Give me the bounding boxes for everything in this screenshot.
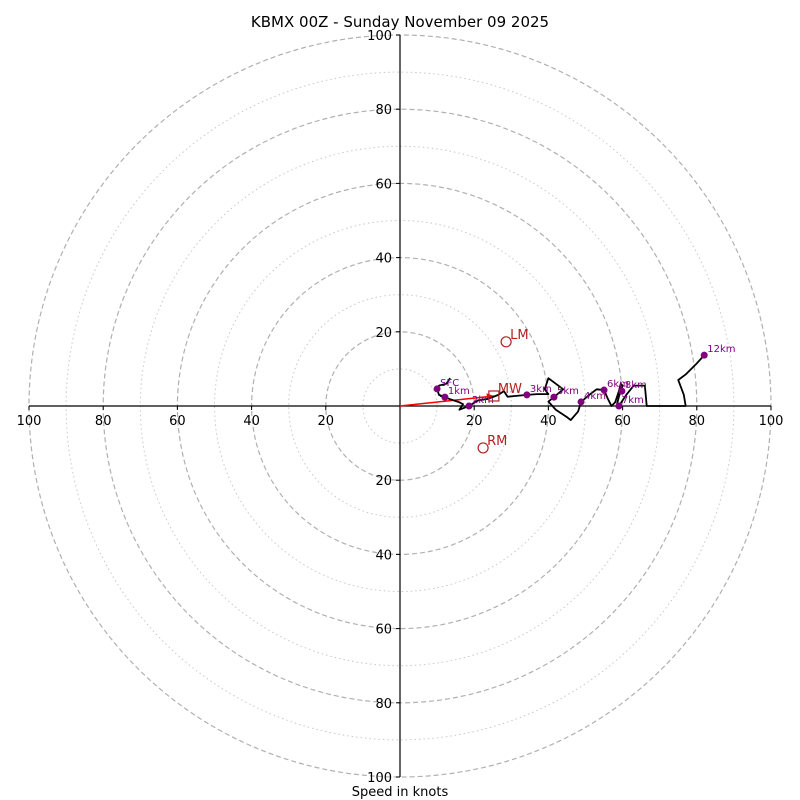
height-marker-label: 6km [607, 379, 629, 390]
storm-motion-marker [488, 390, 500, 402]
height-marker-label: 12km [707, 344, 735, 355]
storm-motion-label: MW [498, 382, 522, 397]
hodograph-trace [436, 354, 705, 421]
height-marker-5km: 5km [550, 386, 579, 401]
height-marker-dot [523, 391, 531, 399]
storm-motion-label: RM [487, 434, 507, 449]
height-marker-dot [600, 386, 608, 394]
height-marker-dot [618, 387, 626, 395]
shear-vector-line [399, 395, 494, 407]
height-marker-label: SFC [440, 378, 459, 389]
tick-label-bottom-100: 100 [367, 771, 392, 786]
height-marker-3km: 3km [523, 384, 552, 399]
height-marker-dot [615, 402, 623, 410]
height-marker-2km: 2km [465, 395, 494, 410]
height-marker-label: 2km [472, 395, 494, 406]
tick-label-left-40: 40 [243, 414, 260, 429]
height-marker-12km: 12km [700, 344, 735, 359]
storm-motion-lm: LM [500, 328, 529, 348]
height-marker-dot [465, 402, 473, 410]
tick-label-right-60: 60 [614, 414, 631, 429]
tick-labels: 100 80 60 40 20 20 40 60 80 100 20 40 60 80 100 20 40 60 8… [17, 29, 784, 786]
tick-label-right-40: 40 [540, 414, 557, 429]
height-marker-label: 8km [625, 380, 647, 391]
height-marker-8km: 8km [618, 380, 647, 395]
height-marker-label: 5km [557, 386, 579, 397]
tick-label-left-60: 60 [169, 414, 186, 429]
tick-label-right-20: 20 [466, 414, 483, 429]
height-marker-dot [433, 385, 441, 393]
tick-label-right-100: 100 [759, 414, 784, 429]
tick-label-top-20: 20 [375, 326, 392, 341]
storm-motion-markers: LM RM MW [477, 328, 529, 454]
height-marker-label: 7km [622, 395, 644, 406]
storm-motion-label: LM [510, 328, 528, 343]
height-marker-dot [577, 398, 585, 406]
tick-label-top-80: 80 [375, 103, 392, 118]
height-marker-6km: 6km [600, 379, 629, 394]
storm-motion-marker [477, 442, 489, 454]
height-marker-dot [700, 351, 708, 359]
height-marker-1km: 1km [441, 386, 470, 401]
height-marker-4km: 4km [577, 391, 606, 406]
height-marker-dot [441, 393, 449, 401]
storm-motion-rm: RM [477, 434, 507, 454]
height-marker-label: 3km [530, 384, 552, 395]
storm-motion-mw: MW [488, 382, 522, 402]
tick-label-bottom-60: 60 [375, 623, 392, 638]
chart-title: KBMX 00Z - Sunday November 09 2025 [251, 13, 549, 31]
tick-label-bottom-20: 20 [375, 474, 392, 489]
tick-label-left-80: 80 [95, 414, 112, 429]
tick-label-bottom-40: 40 [375, 548, 392, 563]
tick-label-left-100: 100 [17, 414, 42, 429]
tick-label-left-20: 20 [318, 414, 335, 429]
height-marker-label: 1km [448, 386, 470, 397]
height-marker-7km: 7km [615, 395, 644, 410]
height-marker-sfc: SFC [433, 378, 459, 393]
height-marker-dot [550, 393, 558, 401]
tick-label-top-40: 40 [375, 252, 392, 267]
storm-motion-marker [500, 336, 512, 348]
hodograph-trace-layer [436, 354, 705, 421]
tick-label-right-80: 80 [689, 414, 706, 429]
height-marker-label: 4km [584, 391, 606, 402]
x-axis-label: Speed in knots [352, 785, 449, 800]
tick-label-top-60: 60 [375, 177, 392, 192]
tick-label-top-100: 100 [367, 29, 392, 44]
tick-label-bottom-80: 80 [375, 697, 392, 712]
